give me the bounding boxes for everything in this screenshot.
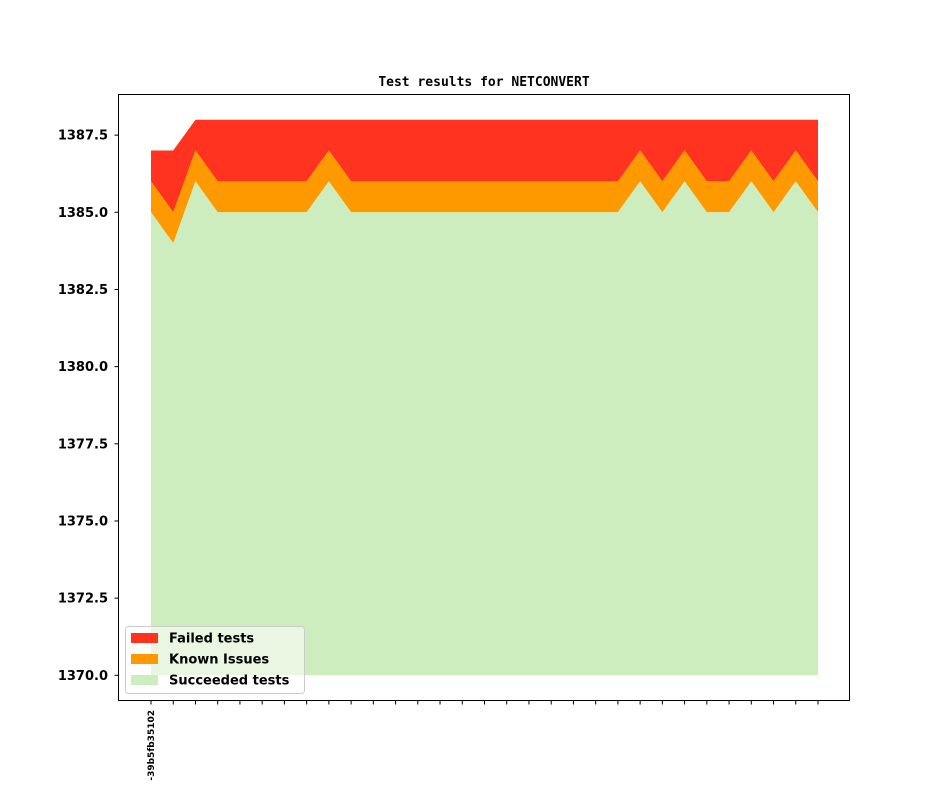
chart-title: Test results for NETCONVERT xyxy=(378,75,589,90)
legend-box xyxy=(125,626,305,694)
area-succeeded-tests xyxy=(151,181,818,676)
legend-label: Known Issues xyxy=(169,653,269,668)
area-failed-tests xyxy=(151,119,818,213)
x-axis: -39b5fb35102 xyxy=(147,700,819,781)
y-tick-label: 1387.5 xyxy=(58,129,108,144)
y-tick-label: 1382.5 xyxy=(58,283,108,298)
legend-label: Failed tests xyxy=(169,632,254,647)
y-axis: 1370.0 1372.5 1375.0 1377.5 1380.0 1382.5 1385… xyxy=(58,129,119,684)
y-tick-label: 1380.0 xyxy=(58,360,108,375)
legend-label: Succeeded tests xyxy=(169,674,290,689)
y-tick-label: 1375.0 xyxy=(58,514,108,529)
legend-swatch xyxy=(131,633,158,643)
y-tick-label: 1370.0 xyxy=(58,669,108,684)
area-layers xyxy=(151,119,818,676)
y-tick-label: 1372.5 xyxy=(58,592,108,607)
legend: Failed tests Known Issues Succeeded tests xyxy=(125,626,305,694)
area-known-issues xyxy=(151,150,818,244)
y-tick-label: 1385.0 xyxy=(58,206,108,221)
x-tick-label: -39b5fb35102 xyxy=(147,710,157,781)
legend-swatch xyxy=(131,654,158,664)
legend-swatch xyxy=(131,675,158,685)
y-tick-label: 1377.5 xyxy=(58,437,108,452)
